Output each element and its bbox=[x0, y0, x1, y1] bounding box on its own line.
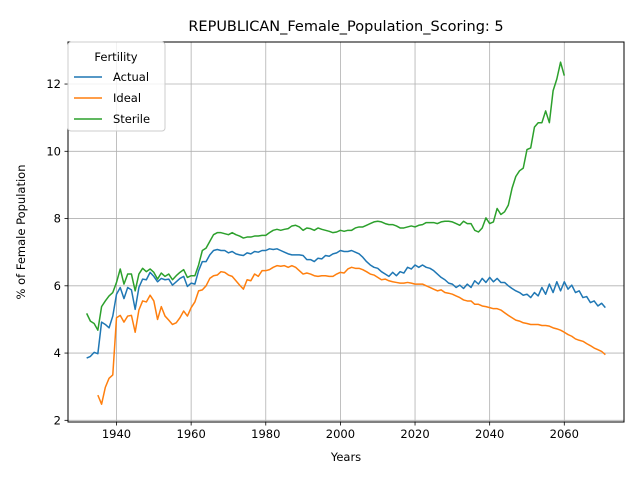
legend-entries: Actual Ideal Sterile bbox=[74, 70, 150, 126]
series-line-ideal bbox=[97, 264, 606, 405]
y-tick-label: 4 bbox=[54, 346, 61, 360]
y-tick-label: 10 bbox=[46, 144, 61, 158]
legend-label-sterile: Sterile bbox=[113, 112, 150, 126]
chart-title: REPUBLICAN_Female_Population_Scoring: 5 bbox=[188, 19, 503, 35]
x-tick-label: 2020 bbox=[400, 427, 429, 441]
axes-frame bbox=[67, 41, 625, 423]
grid bbox=[68, 42, 624, 422]
y-tick-label: 2 bbox=[54, 413, 61, 427]
legend-label-ideal: Ideal bbox=[113, 91, 141, 105]
x-tick-label: 2000 bbox=[326, 427, 355, 441]
x-tick-label: 1980 bbox=[251, 427, 280, 441]
y-tick-label: 12 bbox=[46, 77, 61, 91]
legend-title: Fertility bbox=[94, 50, 137, 64]
series-line-sterile bbox=[85, 61, 566, 331]
x-tick-label: 2060 bbox=[550, 427, 579, 441]
x-axis-label: Years bbox=[330, 450, 361, 464]
x-tick-label: 1940 bbox=[102, 427, 131, 441]
y-tick-label: 6 bbox=[54, 279, 61, 293]
legend-box bbox=[67, 41, 166, 132]
series-lines bbox=[85, 61, 606, 405]
y-tick-label: 8 bbox=[54, 212, 61, 226]
axis-ticks: 1940 1960 1980 2000 2020 2040 2060 2 4 6 8 10 12 bbox=[46, 77, 579, 441]
legend: Fertility Actual Ideal Sterile bbox=[67, 41, 166, 132]
x-tick-label: 1960 bbox=[177, 427, 206, 441]
legend-label-actual: Actual bbox=[113, 70, 149, 84]
y-axis-label: % of Female Population bbox=[14, 165, 28, 300]
x-tick-label: 2040 bbox=[475, 427, 504, 441]
series-line-actual bbox=[86, 248, 606, 359]
